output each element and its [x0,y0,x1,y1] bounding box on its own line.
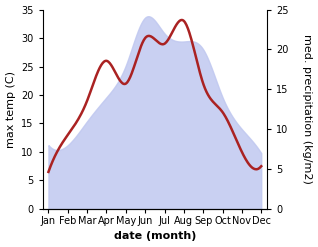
Y-axis label: med. precipitation (kg/m2): med. precipitation (kg/m2) [302,34,313,184]
X-axis label: date (month): date (month) [114,231,196,242]
Y-axis label: max temp (C): max temp (C) [5,71,16,148]
